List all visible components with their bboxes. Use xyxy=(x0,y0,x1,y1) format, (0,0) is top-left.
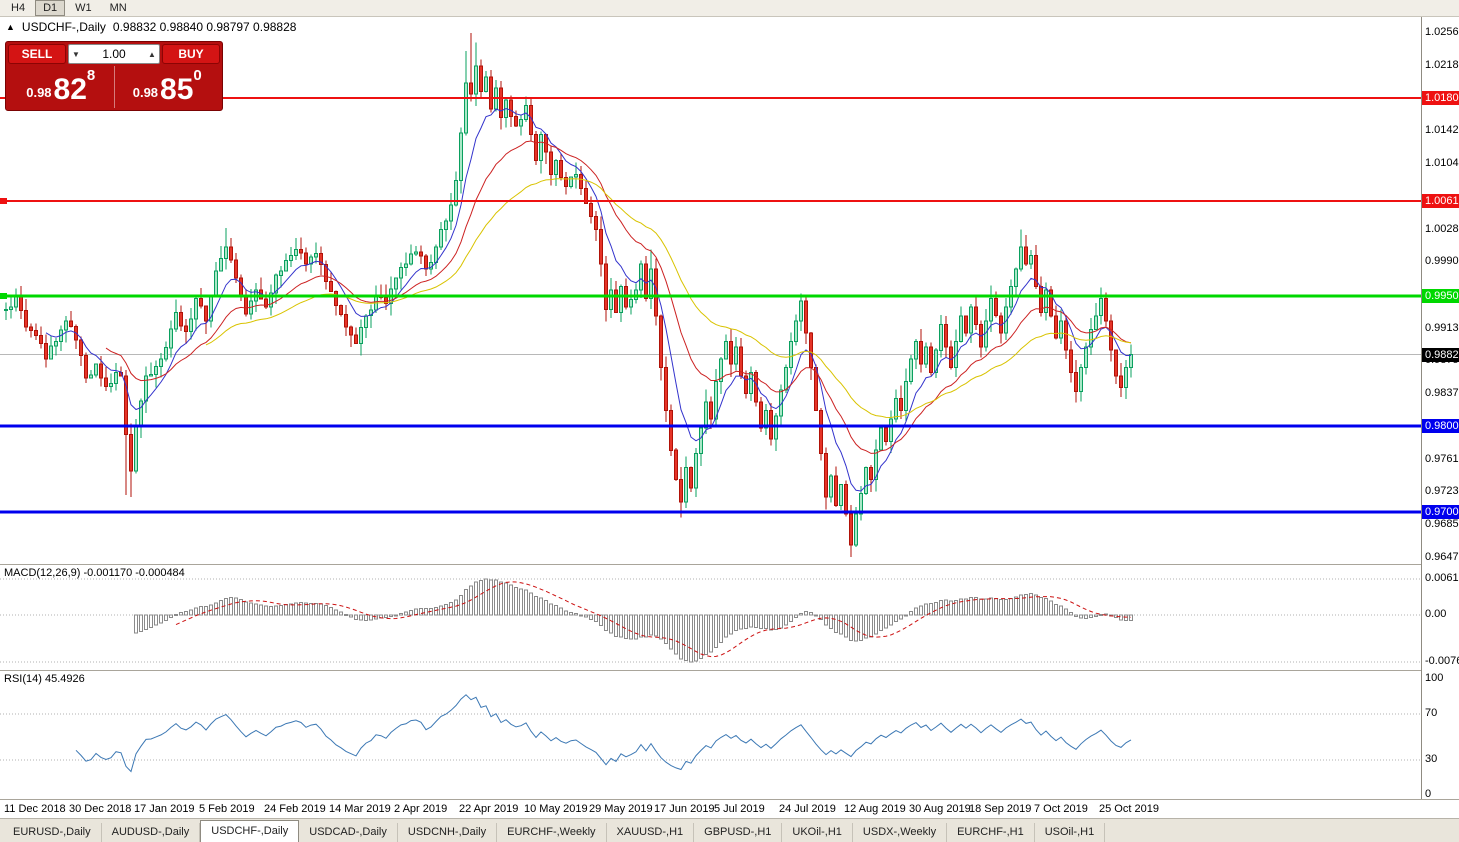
lot-increment-icon[interactable]: ▲ xyxy=(148,49,156,59)
chart-tab-eurchf-h1[interactable]: EURCHF-,H1 xyxy=(947,823,1035,842)
price-badge-1.01808: 1.01808 xyxy=(1422,90,1459,105)
date-label: 7 Oct 2019 xyxy=(1034,803,1088,815)
rsi-pane-canvas[interactable] xyxy=(0,671,1421,799)
date-label: 11 Dec 2018 xyxy=(4,803,66,815)
rsi-line xyxy=(75,694,1132,773)
pane-divider xyxy=(0,799,1459,800)
price-tick: 1.02560 xyxy=(1425,26,1459,38)
one-click-collapse-icon[interactable]: ▲ xyxy=(6,22,15,32)
rsi-indicator-label: RSI(14) 45.4926 xyxy=(4,673,85,685)
macd-axis-label: 0.00 xyxy=(1425,607,1447,620)
buy-button[interactable]: BUY xyxy=(162,44,220,64)
chart-tab-usdchf-daily[interactable]: USDCHF-,Daily xyxy=(200,820,300,842)
one-click-trade-panel: SELL ▼ 1.00 ▲ BUY 0.98 82 8 0.98 85 0 xyxy=(5,41,223,111)
macd-indicator-label: MACD(12,26,9) -0.001170 -0.000484 xyxy=(4,567,185,579)
chart-tab-usoil-h1[interactable]: USOil-,H1 xyxy=(1035,823,1106,842)
rsi-axis-label: 0 xyxy=(1425,788,1432,800)
chart-title: ▲ USDCHF-,Daily 0.98832 0.98840 0.98797 … xyxy=(6,20,296,34)
timeframe-toolbar: H4 D1 W1 MN xyxy=(0,0,1459,17)
timeframe-button-h4[interactable]: H4 xyxy=(11,2,26,14)
price-badge-0.98828: 0.98828 xyxy=(1422,347,1459,362)
date-label: 24 Feb 2019 xyxy=(264,803,326,815)
ma-line-ema8 xyxy=(45,107,1132,492)
date-label: 24 Jul 2019 xyxy=(779,803,836,815)
chart-tab-audusd-daily[interactable]: AUDUSD-,Daily xyxy=(102,823,201,842)
chart-tab-usdcnh-daily[interactable]: USDCNH-,Daily xyxy=(398,823,498,842)
pane-divider[interactable] xyxy=(0,564,1459,565)
price-tick: 0.96470 xyxy=(1425,551,1459,563)
date-label: 30 Dec 2018 xyxy=(69,803,132,815)
date-label: 25 Oct 2019 xyxy=(1099,803,1159,815)
date-label: 30 Aug 2019 xyxy=(909,803,971,815)
macd-signal-line xyxy=(175,581,1132,658)
sell-price-display[interactable]: 0.98 82 8 xyxy=(8,66,114,108)
rsi-axis-label: 30 xyxy=(1425,753,1438,766)
date-label: 10 May 2019 xyxy=(524,803,588,815)
lot-decrement-icon[interactable]: ▼ xyxy=(72,49,80,59)
chart-window: ▲ USDCHF-,Daily 0.98832 0.98840 0.98797 … xyxy=(0,17,1459,818)
chart-tab-eurchf-weekly[interactable]: EURCHF-,Weekly xyxy=(497,823,607,842)
date-label: 22 Apr 2019 xyxy=(459,803,519,815)
rsi-axis-label: 100 xyxy=(1425,672,1444,684)
macd-axis-label: 0.00613 xyxy=(1425,572,1459,584)
price-tick: 1.02180 xyxy=(1425,58,1459,71)
buy-price-big: 85 xyxy=(160,73,194,106)
macd-histogram xyxy=(134,578,1133,663)
chart-tab-usdcad-daily[interactable]: USDCAD-,Daily xyxy=(299,823,398,842)
chart-tab-usdx-weekly[interactable]: USDX-,Weekly xyxy=(853,823,948,842)
date-label: 29 May 2019 xyxy=(589,803,653,815)
lot-size-input[interactable]: ▼ 1.00 ▲ xyxy=(68,44,160,64)
symbol-period-label: USDCHF-,Daily xyxy=(21,20,106,34)
candlesticks xyxy=(4,33,1133,558)
date-label: 5 Feb 2019 xyxy=(199,803,255,815)
chart-tab-xauusd-h1[interactable]: XAUUSD-,H1 xyxy=(607,823,695,842)
timeframe-button-mn[interactable]: MN xyxy=(109,2,127,14)
buy-price-display[interactable]: 0.98 85 0 xyxy=(113,66,221,108)
price-tick: 1.01040 xyxy=(1425,157,1459,170)
pane-divider[interactable] xyxy=(0,670,1459,671)
date-label: 12 Aug 2019 xyxy=(844,803,906,815)
ma-line-ema20 xyxy=(105,140,1132,454)
buy-price-sup: 0 xyxy=(193,67,202,84)
price-tick: 1.01420 xyxy=(1425,124,1459,137)
chart-tab-bar: EURUSD-,Daily AUDUSD-,Daily USDCHF-,Daily U… xyxy=(0,818,1459,842)
chart-tab-gbpusd-h1[interactable]: GBPUSD-,H1 xyxy=(694,823,783,842)
ma-line-ema40 xyxy=(205,178,1132,419)
time-scale[interactable]: 11 Dec 2018 30 Dec 2018 17 Jan 2019 5 Feb 2… xyxy=(0,800,1421,818)
price-badge-0.97004: 0.97004 xyxy=(1422,504,1459,519)
price-badge-0.99509: 0.99509 xyxy=(1422,289,1459,304)
timeframe-button-d1[interactable]: D1 xyxy=(35,0,66,16)
rsi-axis-label: 70 xyxy=(1425,706,1438,719)
price-chart-canvas[interactable] xyxy=(0,17,1421,564)
sell-button[interactable]: SELL xyxy=(8,44,66,64)
macd-pane-canvas[interactable] xyxy=(0,565,1421,670)
date-label: 17 Jan 2019 xyxy=(134,803,195,815)
sell-price-sup: 8 xyxy=(86,67,96,84)
date-label: 14 Mar 2019 xyxy=(329,803,391,815)
sell-price-prefix: 0.98 xyxy=(26,85,52,100)
ohlc-values: 0.98832 0.98840 0.98797 0.98828 xyxy=(112,20,297,34)
chart-tab-eurusd-daily[interactable]: EURUSD-,Daily xyxy=(3,823,102,842)
date-label: 17 Jun 2019 xyxy=(654,803,715,815)
lot-value[interactable]: 1.00 xyxy=(102,47,126,61)
sell-price-big: 82 xyxy=(53,73,87,106)
buy-price-prefix: 0.98 xyxy=(132,85,159,100)
chart-tab-ukoil-h1[interactable]: UKOil-,H1 xyxy=(782,823,853,842)
price-badge-0.98003: 0.98003 xyxy=(1422,418,1459,433)
date-label: 2 Apr 2019 xyxy=(394,803,448,815)
timeframe-button-w1[interactable]: W1 xyxy=(75,2,92,14)
macd-axis-label: -0.00761 xyxy=(1425,655,1459,667)
date-label: 5 Jul 2019 xyxy=(714,803,765,815)
date-label: 18 Sep 2019 xyxy=(969,803,1032,815)
